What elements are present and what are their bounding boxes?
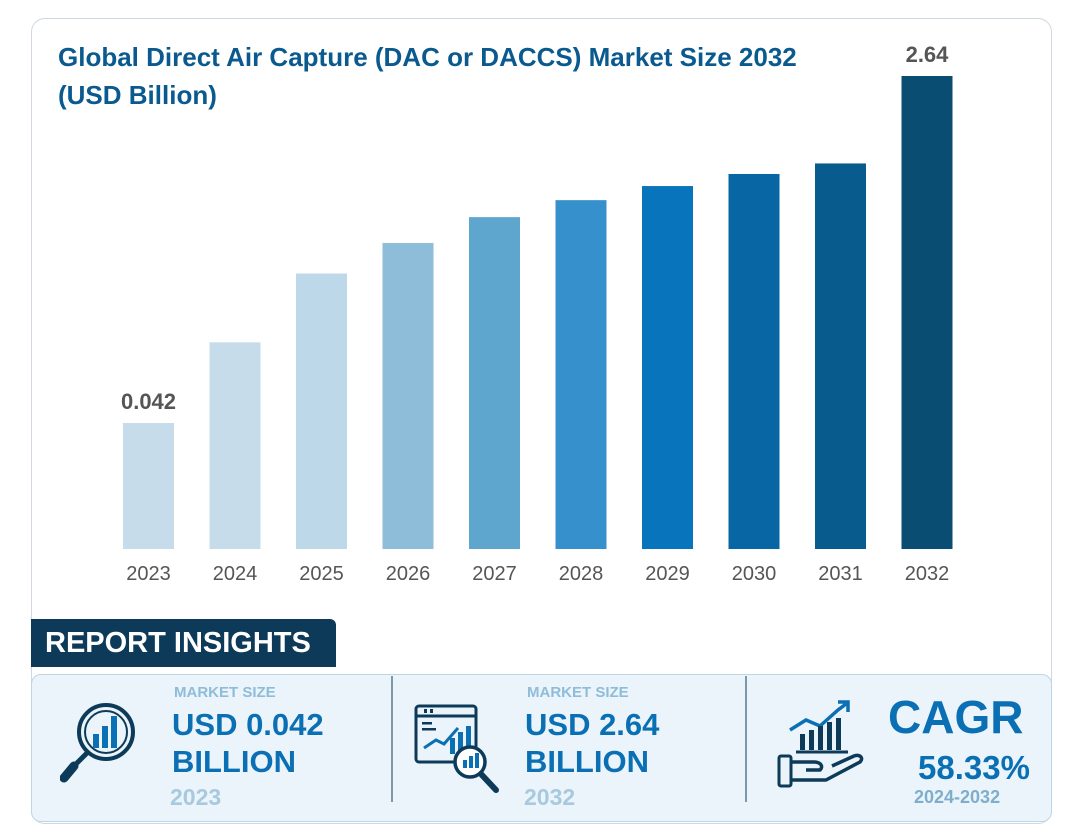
market-size-2032-year: 2032 (524, 784, 576, 810)
window-analytics-magnifier-icon (414, 704, 499, 793)
bars-layer (123, 76, 953, 550)
insights-divider (745, 676, 747, 802)
x-tick-label: 2024 (213, 563, 258, 585)
market-size-2032-value: USD 2.64 (525, 707, 660, 742)
bar-2027 (469, 217, 520, 550)
market-size-2023-value: USD 0.042 (172, 707, 324, 742)
x-tick-label: 2026 (386, 563, 431, 585)
x-tick-label: 2031 (818, 563, 863, 585)
bar-2026 (382, 242, 434, 549)
x-tick-label: 2032 (905, 563, 950, 585)
chart-title: Global Direct Air Capture (DAC or DACCS)… (58, 42, 797, 110)
report-insights-heading: REPORT INSIGHTS (31, 619, 336, 667)
bar-2028 (555, 200, 607, 549)
market-size-2032-unit: BILLION (525, 744, 649, 779)
insights-panel (31, 674, 1052, 822)
bar-2029 (642, 186, 693, 550)
magnifier-bar-chart-icon (60, 703, 135, 783)
cagr-value: 58.33% (918, 749, 1030, 786)
x-tick-label: 2023 (126, 563, 171, 585)
data-label: 0.042 (121, 389, 176, 414)
bar-2032 (901, 76, 953, 549)
market-size-2023-year: 2023 (170, 784, 222, 810)
bar-2030 (728, 173, 780, 549)
bar-2024 (209, 342, 261, 549)
x-tick-label: 2029 (645, 563, 690, 585)
x-tick-label: 2030 (732, 563, 777, 585)
x-tick-label: 2028 (559, 563, 604, 585)
insights-divider (391, 676, 393, 802)
x-tick-label: 2025 (299, 563, 344, 585)
bar-2031 (815, 163, 866, 549)
hand-growth-chart-icon (777, 700, 864, 788)
bar-2023 (123, 423, 174, 549)
bar-chart: 2023 0.042 2024 2025 2026 2027 2028 2029 2030 203… (121, 42, 953, 585)
cagr-title: CAGR (888, 691, 1024, 743)
cagr-period: 2024-2032 (914, 787, 1001, 807)
market-size-2023-unit: BILLION (172, 744, 296, 779)
labels-layer: 2023 0.042 2024 2025 2026 2027 2028 2029 2030 203… (121, 42, 949, 585)
market-size-label: MARKET SIZE (174, 684, 276, 701)
x-tick-label: 2027 (472, 563, 517, 585)
market-size-label: MARKET SIZE (527, 684, 629, 701)
data-label: 2.64 (906, 42, 950, 67)
bar-2025 (296, 273, 347, 549)
